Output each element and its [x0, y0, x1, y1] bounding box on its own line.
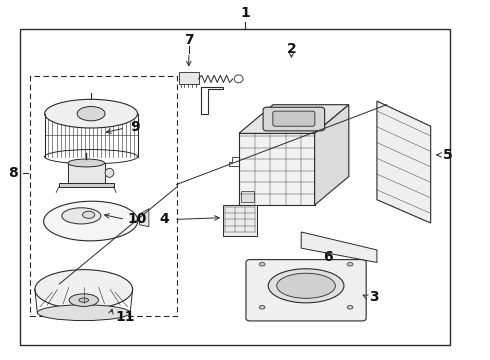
Polygon shape	[377, 101, 431, 223]
Bar	[68, 163, 104, 183]
Ellipse shape	[79, 298, 89, 302]
Polygon shape	[301, 232, 377, 262]
Bar	[59, 183, 114, 187]
Text: 8: 8	[8, 166, 18, 180]
Ellipse shape	[277, 273, 335, 298]
Text: 11: 11	[116, 310, 135, 324]
Polygon shape	[44, 201, 138, 241]
Text: 7: 7	[184, 33, 194, 47]
FancyBboxPatch shape	[263, 107, 325, 131]
Ellipse shape	[105, 168, 114, 177]
Bar	[20, 30, 450, 345]
Ellipse shape	[69, 294, 98, 306]
Ellipse shape	[347, 262, 353, 266]
Ellipse shape	[62, 208, 101, 224]
Bar	[179, 72, 198, 84]
Ellipse shape	[259, 262, 265, 266]
Ellipse shape	[259, 306, 265, 309]
Text: 2: 2	[287, 42, 296, 56]
Ellipse shape	[82, 211, 95, 219]
Text: 5: 5	[443, 148, 453, 162]
Ellipse shape	[37, 305, 130, 320]
Bar	[239, 134, 315, 205]
Text: 1: 1	[240, 6, 250, 20]
Ellipse shape	[347, 306, 353, 309]
Text: 3: 3	[369, 289, 379, 303]
Ellipse shape	[45, 99, 138, 128]
Ellipse shape	[68, 159, 104, 167]
Bar	[242, 192, 253, 202]
Polygon shape	[239, 105, 349, 134]
Polygon shape	[315, 105, 349, 205]
Text: 9: 9	[130, 120, 140, 134]
Bar	[223, 205, 257, 235]
Ellipse shape	[35, 270, 133, 309]
Bar	[30, 76, 176, 316]
Polygon shape	[140, 209, 149, 226]
Text: 10: 10	[128, 212, 147, 226]
Ellipse shape	[268, 269, 344, 303]
Text: 4: 4	[160, 212, 169, 226]
FancyBboxPatch shape	[273, 111, 315, 126]
Ellipse shape	[77, 107, 105, 121]
Text: 6: 6	[323, 250, 333, 264]
FancyBboxPatch shape	[246, 260, 366, 321]
